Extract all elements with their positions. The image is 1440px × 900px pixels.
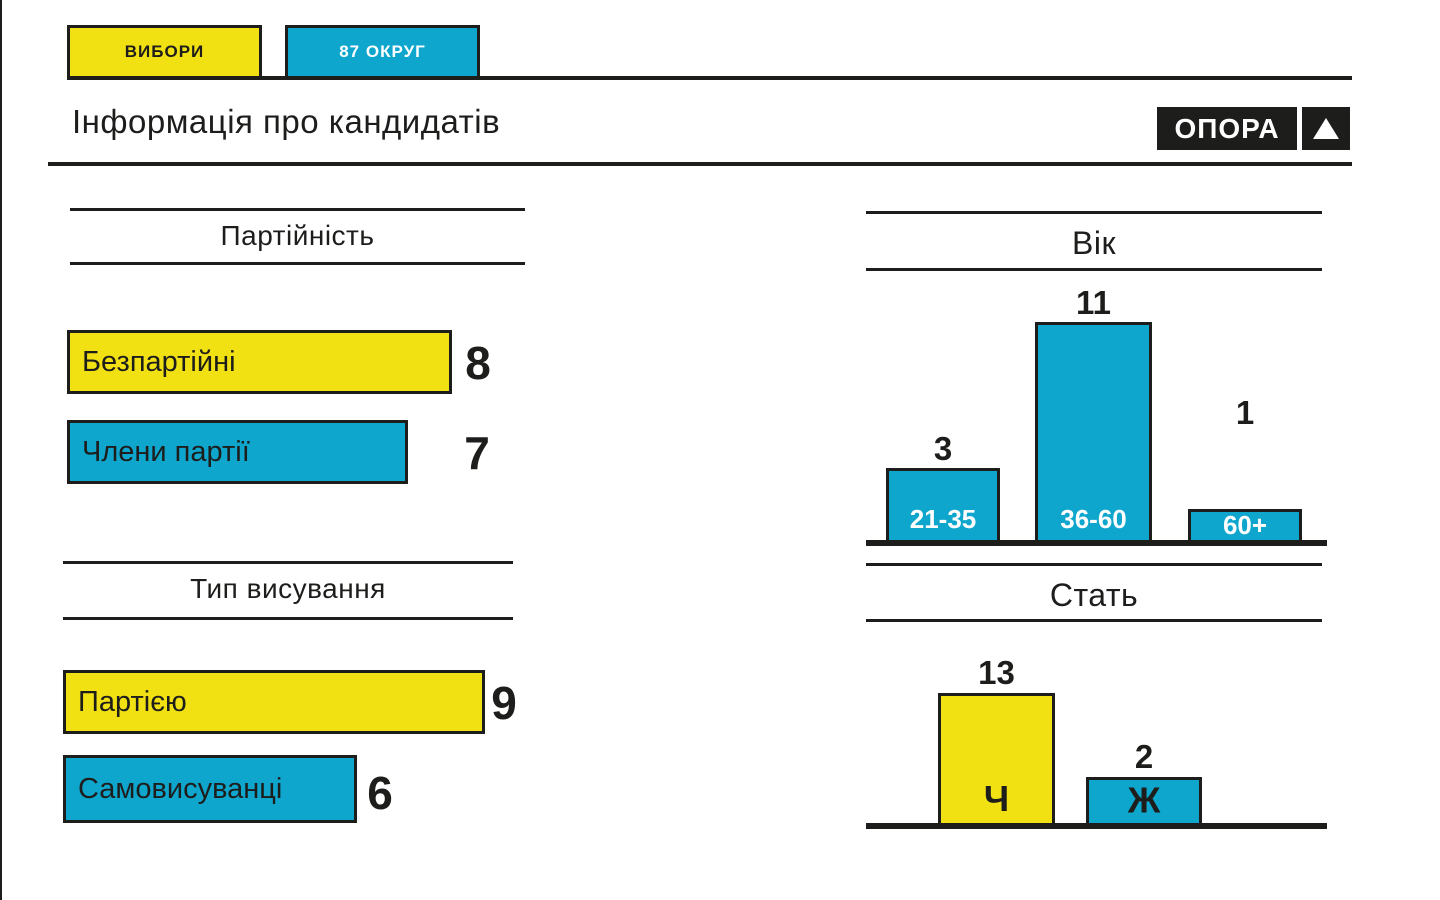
- bar-bezpartiyni-label: Безпартійні: [82, 345, 236, 378]
- tab-vybory-label: ВИБОРИ: [124, 42, 205, 61]
- opora-logo: ОПОРА: [1157, 107, 1297, 150]
- nomination-title: Тип висування: [190, 573, 386, 604]
- gender-axis-baseline: [866, 823, 1327, 829]
- page-title: Інформація про кандидатів: [72, 103, 501, 140]
- age-bar-60plus: 60+: [1188, 509, 1302, 543]
- bar-partieyu-label: Партією: [78, 685, 187, 718]
- age-bar-36-60: 36-60: [1035, 322, 1152, 543]
- age-rule-bottom: [866, 268, 1322, 271]
- bar-chleny-partii-label: Члени партії: [82, 435, 250, 468]
- gender-male-value: 13: [978, 654, 1015, 691]
- nomination-rule-top: [63, 561, 513, 564]
- gender-title: Стать: [1049, 577, 1139, 613]
- age-21-35-label: 21-35: [909, 504, 977, 534]
- age-60plus-value: 1: [1235, 394, 1255, 431]
- gender-male-label: Ч: [983, 778, 1010, 819]
- bar-samovysuvantsi-label: Самовисуванці: [78, 772, 283, 805]
- tab-vybory[interactable]: ВИБОРИ: [67, 25, 262, 79]
- gender-female-value: 2: [1134, 738, 1154, 775]
- gender-female-label: Ж: [1127, 778, 1161, 820]
- age-36-60-label: 36-60: [1060, 504, 1127, 534]
- bar-samovysuvantsi-value: 6: [367, 767, 393, 819]
- gender-rule-top: [866, 563, 1322, 566]
- bar-samovysuvantsi: Самовисуванці: [63, 755, 357, 823]
- bar-bezpartiyni-value: 8: [465, 337, 491, 389]
- triangle-up-icon: [1313, 118, 1339, 139]
- age-rule-top: [866, 211, 1322, 214]
- left-edge-line: [0, 0, 2, 900]
- age-axis-baseline: [866, 540, 1327, 546]
- partyness-title: Партійність: [220, 220, 375, 251]
- gender-bar-female: Ж: [1086, 777, 1202, 826]
- tab-87-okrug[interactable]: 87 ОКРУГ: [285, 25, 480, 79]
- bar-partieyu-value: 9: [491, 677, 517, 729]
- tabs-underline: [67, 76, 1352, 80]
- bar-bezpartiyni: Безпартійні: [67, 330, 452, 394]
- opora-logo-text: ОПОРА: [1174, 112, 1280, 144]
- nomination-rule-bottom: [63, 617, 513, 620]
- age-60plus-label: 60+: [1222, 509, 1268, 540]
- partyness-rule-bottom: [70, 262, 525, 265]
- age-36-60-value: 11: [1076, 284, 1111, 321]
- title-underline: [48, 162, 1352, 166]
- bar-chleny-partii-value: 7: [464, 427, 490, 479]
- age-bar-21-35: 21-35: [886, 468, 1000, 543]
- tab-87-okrug-label: 87 ОКРУГ: [339, 42, 426, 61]
- bar-partieyu: Партією: [63, 670, 485, 734]
- age-21-35-value: 3: [933, 430, 953, 467]
- bar-chleny-partii: Члени партії: [67, 420, 408, 484]
- gender-bar-male: Ч: [938, 693, 1055, 826]
- opora-logo-mark: [1302, 107, 1350, 150]
- age-title: Вік: [1072, 225, 1116, 261]
- partyness-rule-top: [70, 208, 525, 211]
- gender-rule-bottom: [866, 619, 1322, 622]
